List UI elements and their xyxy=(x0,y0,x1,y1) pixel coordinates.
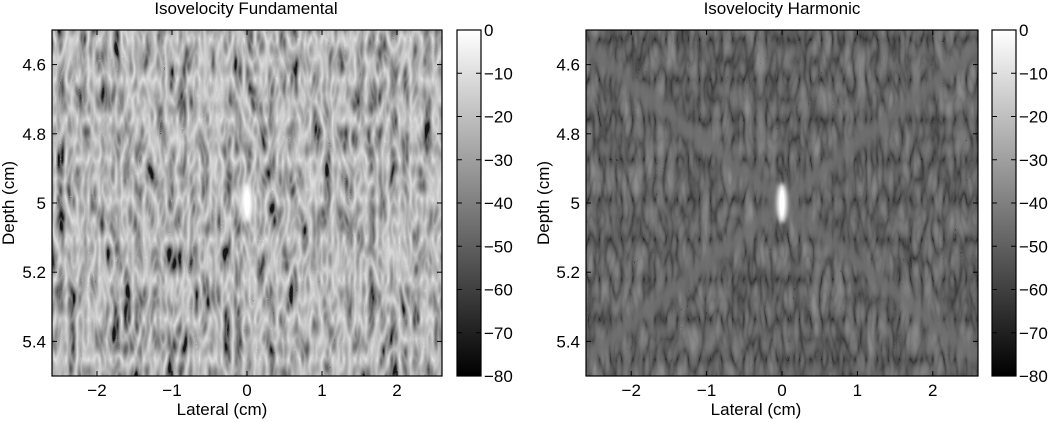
x-ticks: −2 −1 0 1 2 xyxy=(87,30,402,400)
x-tick-label: −1 xyxy=(162,381,181,400)
x-pattern-arm xyxy=(586,196,789,366)
x-tick-label: 0 xyxy=(777,381,786,400)
x-tick-label: 2 xyxy=(928,381,937,400)
colorbar-tick-label: −80 xyxy=(484,367,513,386)
panel-title: Isovelocity Harmonic xyxy=(704,0,861,18)
y-axis-label: Depth (cm) xyxy=(534,161,553,245)
panel-title: Isovelocity Fundamental xyxy=(154,0,337,18)
heatmap-plot xyxy=(51,29,443,377)
y-tick-label: 5.4 xyxy=(22,332,46,351)
point-target-core xyxy=(244,190,250,216)
y-tick-label: 5.4 xyxy=(556,332,580,351)
x-axis-label: Lateral (cm) xyxy=(711,400,802,419)
y-tick-label: 4.6 xyxy=(22,56,46,75)
x-pattern-arm xyxy=(775,40,978,210)
y-tick-label: 4.8 xyxy=(556,125,580,144)
y-tick-label: 5 xyxy=(571,194,580,213)
colorbar-tick-label: −70 xyxy=(1019,324,1048,343)
colorbar-tick-label: 0 xyxy=(484,21,493,40)
x-tick-label: 0 xyxy=(242,381,251,400)
y-ticks: 4.6 4.8 5 5.2 5.4 xyxy=(556,56,978,351)
x-tick-label: 1 xyxy=(853,381,862,400)
colorbar-tick-label: −30 xyxy=(484,151,513,170)
y-tick-label: 5.2 xyxy=(556,263,580,282)
x-axis-label: Lateral (cm) xyxy=(177,400,268,419)
colorbar-tick-label: −40 xyxy=(484,194,513,213)
panel-harmonic: Isovelocity Harmonic Lateral (cm) Depth … xyxy=(534,0,1048,419)
colorbar-tick-label: −10 xyxy=(1019,64,1048,83)
heatmap-plot xyxy=(585,29,979,377)
x-pattern-arm xyxy=(586,40,789,210)
y-tick-label: 5 xyxy=(37,194,46,213)
colorbar-tick-label: −50 xyxy=(1019,237,1048,256)
colorbar-tick-label: −30 xyxy=(1019,151,1048,170)
y-tick-label: 4.8 xyxy=(22,125,46,144)
colorbar-tick-label: −80 xyxy=(1019,367,1048,386)
x-ticks: −2 −1 0 1 2 xyxy=(622,30,938,400)
x-pattern-arm xyxy=(775,196,978,366)
colorbar-tick-label: −20 xyxy=(484,108,513,127)
y-axis-label: Depth (cm) xyxy=(0,161,18,245)
y-tick-label: 4.6 xyxy=(556,56,580,75)
panel-fundamental: Isovelocity Fundamental Lateral (cm) Dep… xyxy=(0,0,513,419)
point-target-core xyxy=(779,190,785,216)
x-tick-label: −1 xyxy=(697,381,716,400)
colorbar-tick-label: 0 xyxy=(1019,21,1028,40)
x-tick-label: −2 xyxy=(622,381,641,400)
colorbar: 0 −10 −20 −30 −40 −50 −60 −70 −80 xyxy=(991,21,1048,386)
colorbar-tick-label: −70 xyxy=(484,324,513,343)
y-tick-label: 5.2 xyxy=(22,263,46,282)
x-tick-label: 1 xyxy=(317,381,326,400)
colorbar-tick-label: −40 xyxy=(1019,194,1048,213)
colorbar: 0 −10 −20 −30 −40 −50 −60 −70 −80 xyxy=(456,21,513,386)
y-ticks: 4.6 4.8 5 5.2 5.4 xyxy=(22,56,442,351)
colorbar-tick-label: −20 xyxy=(1019,108,1048,127)
colorbar-tick-label: −10 xyxy=(484,64,513,83)
x-tick-label: 2 xyxy=(392,381,401,400)
colorbar-tick-label: −50 xyxy=(484,237,513,256)
x-tick-label: −2 xyxy=(87,381,106,400)
colorbar-tick-label: −60 xyxy=(484,281,513,300)
colorbar-tick-label: −60 xyxy=(1019,281,1048,300)
